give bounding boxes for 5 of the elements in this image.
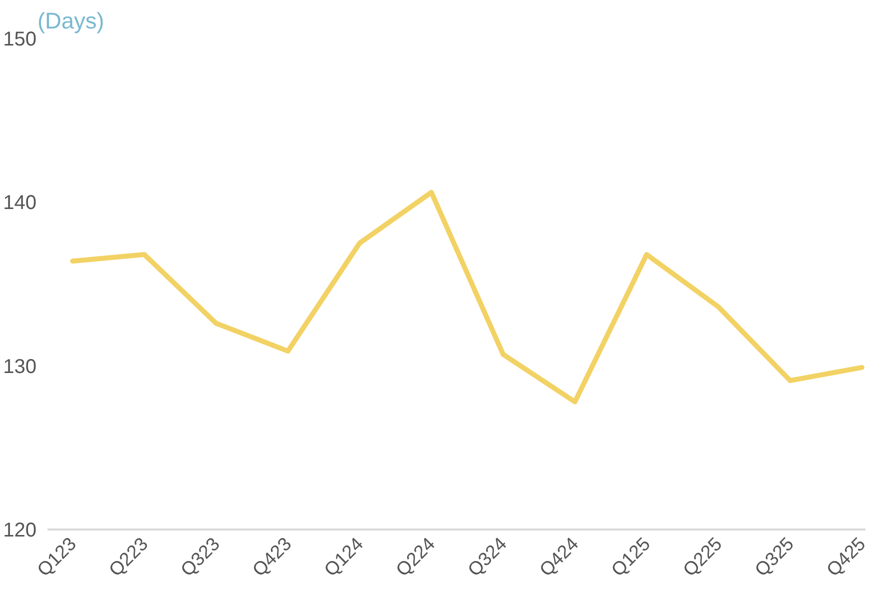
y-tick-label: 120 [3,520,37,542]
y-tick-label: 140 [3,192,37,214]
y-tick-label: 150 [3,28,37,50]
y-tick-label: 130 [3,356,37,378]
y-axis-title: (Days) [38,8,104,34]
